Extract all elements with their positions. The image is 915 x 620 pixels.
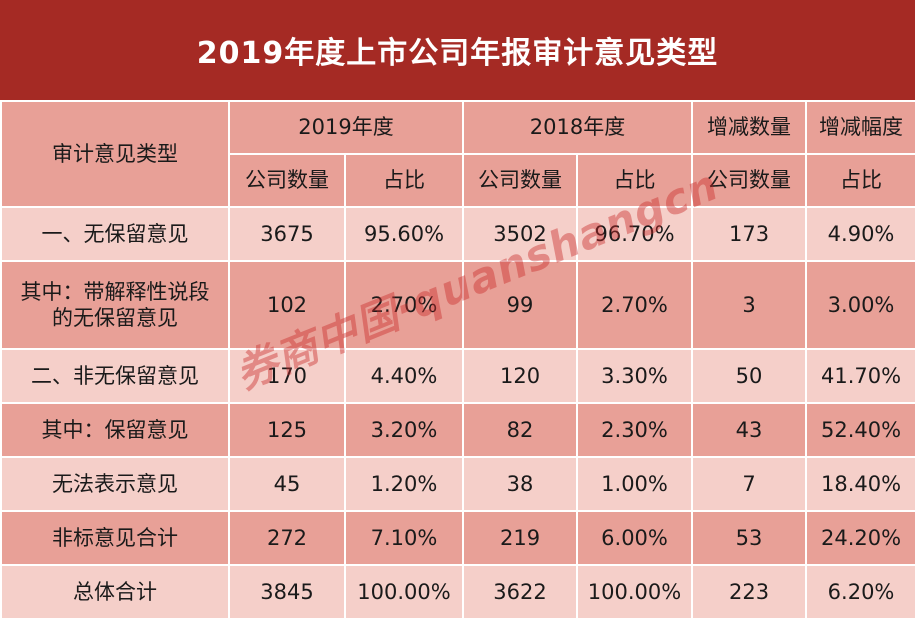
cell-change-pct: 4.90% (805, 206, 915, 262)
cell-change-pct: 3.00% (805, 260, 915, 350)
header-change-count: 增减数量 (691, 100, 808, 155)
cell-ratio-2018: 2.70% (576, 260, 694, 350)
cell-count-2019: 3675 (228, 206, 346, 262)
cell-change-count: 7 (691, 456, 808, 512)
header-row-2: 公司数量 占比 公司数量 占比 公司数量 占比 (1, 153, 915, 208)
header-ratio-change: 占比 (805, 153, 915, 208)
table-row: 其中：带解释性说段的无保留意见 102 2.70% 99 2.70% 3 3.0… (0, 260, 915, 350)
cell-change-pct: 41.70% (805, 348, 915, 404)
header-2018: 2018年度 (462, 100, 694, 155)
cell-change-pct: 24.20% (805, 510, 915, 566)
cell-ratio-2019: 3.20% (343, 402, 465, 458)
table-row: 总体合计 3845 100.00% 3622 100.00% 223 6.20% (0, 564, 915, 620)
row-label: 非标意见合计 (0, 510, 230, 566)
header-change-pct: 增减幅度 (805, 100, 915, 155)
row-label: 其中：保留意见 (0, 402, 230, 458)
row-label: 无法表示意见 (0, 456, 230, 512)
cell-count-2018: 38 (462, 456, 579, 512)
header-ratio-2019: 占比 (343, 153, 465, 208)
cell-count-2018: 99 (462, 260, 579, 350)
cell-count-2019: 45 (228, 456, 346, 512)
cell-ratio-2019: 95.60% (343, 206, 465, 262)
cell-count-2019: 272 (228, 510, 346, 566)
cell-ratio-2018: 3.30% (576, 348, 694, 404)
cell-ratio-2018: 96.70% (576, 206, 694, 262)
cell-ratio-2019: 100.00% (343, 564, 465, 620)
cell-ratio-2019: 4.40% (343, 348, 465, 404)
cell-change-count: 50 (691, 348, 808, 404)
header-type: 审计意见类型 (0, 100, 230, 208)
cell-change-pct: 6.20% (805, 564, 915, 620)
table-row: 无法表示意见 45 1.20% 38 1.00% 7 18.40% (0, 456, 915, 512)
cell-ratio-2019: 7.10% (343, 510, 465, 566)
cell-count-2019: 3845 (228, 564, 346, 620)
cell-count-2019: 102 (228, 260, 346, 350)
row-label: 二、非无保留意见 (0, 348, 230, 404)
row-label: 其中：带解释性说段的无保留意见 (0, 260, 230, 350)
cell-ratio-2018: 2.30% (576, 402, 694, 458)
header-2019: 2019年度 (227, 100, 465, 155)
cell-count-2018: 120 (462, 348, 579, 404)
table-row: 一、无保留意见 3675 95.60% 3502 96.70% 173 4.90… (0, 206, 915, 262)
table-row: 二、非无保留意见 170 4.40% 120 3.30% 50 41.70% (0, 348, 915, 404)
row-label: 总体合计 (0, 564, 230, 620)
header-count-change: 公司数量 (691, 153, 808, 208)
cell-count-2018: 219 (462, 510, 579, 566)
cell-ratio-2018: 1.00% (576, 456, 694, 512)
cell-ratio-2019: 2.70% (343, 260, 465, 350)
cell-change-pct: 18.40% (805, 456, 915, 512)
cell-ratio-2018: 6.00% (576, 510, 694, 566)
header-count-2018: 公司数量 (462, 153, 579, 208)
row-label: 一、无保留意见 (0, 206, 230, 262)
header-row-1: 审计意见类型 2019年度 2018年度 增减数量 增减幅度 (0, 100, 915, 208)
cell-count-2018: 82 (462, 402, 579, 458)
table-row: 其中：保留意见 125 3.20% 82 2.30% 43 52.40% (0, 402, 915, 458)
cell-change-count: 173 (691, 206, 808, 262)
header-ratio-2018: 占比 (576, 153, 694, 208)
cell-ratio-2019: 1.20% (343, 456, 465, 512)
cell-change-count: 3 (691, 260, 808, 350)
cell-change-count: 53 (691, 510, 808, 566)
cell-count-2018: 3502 (462, 206, 579, 262)
cell-change-pct: 52.40% (805, 402, 915, 458)
cell-count-2018: 3622 (462, 564, 579, 620)
cell-change-count: 43 (691, 402, 808, 458)
table-row: 非标意见合计 272 7.10% 219 6.00% 53 24.20% (0, 510, 915, 566)
cell-count-2019: 170 (228, 348, 346, 404)
cell-count-2019: 125 (228, 402, 346, 458)
cell-change-count: 223 (691, 564, 808, 620)
page-title: 2019年度上市公司年报审计意见类型 (0, 0, 915, 100)
header-count-2019: 公司数量 (228, 153, 346, 208)
cell-ratio-2018: 100.00% (576, 564, 694, 620)
audit-opinion-table: 审计意见类型 2019年度 2018年度 增减数量 增减幅度 公司数量 占比 公… (0, 100, 915, 620)
